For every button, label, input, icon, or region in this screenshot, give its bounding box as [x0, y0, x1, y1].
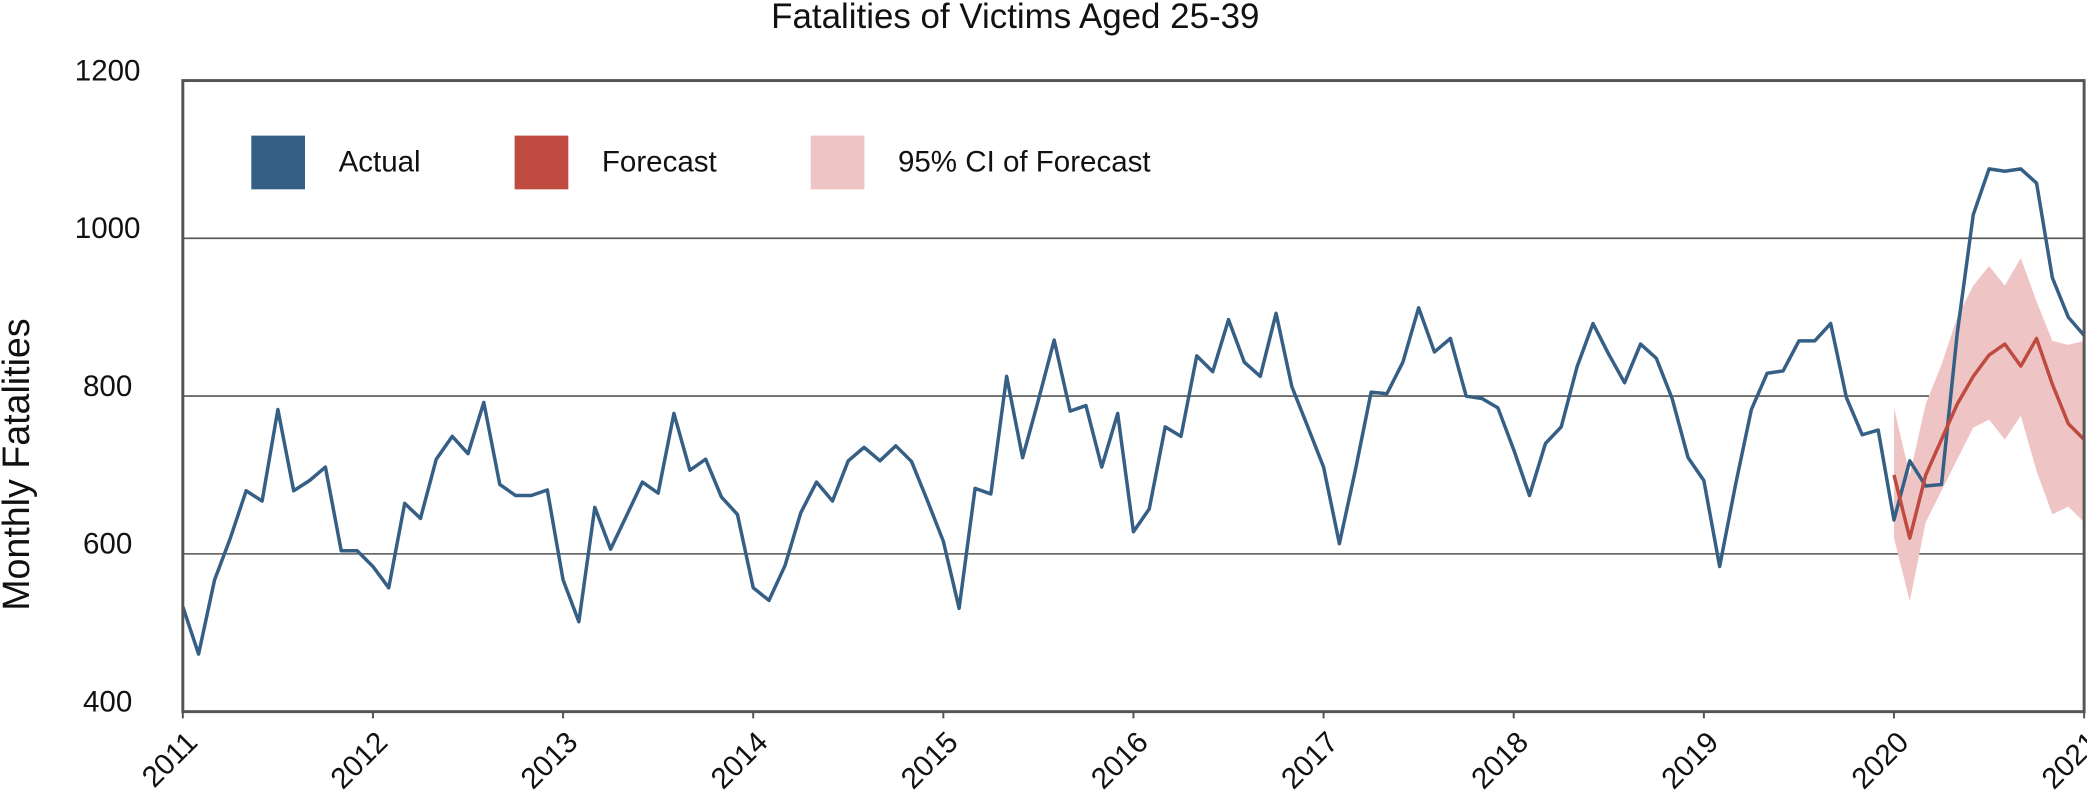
x-tick-label: 2017 [1275, 726, 1345, 796]
legend-label: Actual [339, 146, 421, 179]
y-tick-label: 1200 [75, 54, 141, 87]
x-tick-label: 2021 [2036, 726, 2087, 796]
x-tick-label: 2015 [895, 726, 965, 796]
legend-swatch [251, 135, 306, 190]
legend-label: 95% CI of Forecast [898, 146, 1151, 179]
y-tick-label: 400 [83, 685, 132, 718]
x-tick-label: 2020 [1845, 726, 1915, 796]
x-tick-label: 2011 [136, 726, 204, 794]
chart-title: Fatalities of Victims Aged 25-39 [771, 0, 1259, 36]
legend-swatch [514, 135, 569, 190]
y-tick-label: 800 [83, 370, 132, 403]
x-tick-label: 2016 [1085, 726, 1155, 796]
x-tick-label: 2018 [1465, 726, 1535, 796]
data-line [181, 167, 2086, 656]
y-tick-label: 600 [83, 528, 132, 561]
plot-frame [181, 79, 2086, 714]
x-tick-label: 2019 [1655, 726, 1725, 796]
y-tick-label: 1000 [75, 212, 141, 245]
legend: Actual Forecast 95% CI of Forecast [251, 135, 1151, 190]
ci-band [1893, 258, 2085, 602]
legend-swatch [810, 135, 865, 190]
x-tick-label: 2014 [705, 726, 775, 796]
y-axis-label: Monthly Fatalities [0, 318, 37, 610]
legend-label: Forecast [602, 146, 717, 179]
x-tick-label: 2013 [515, 726, 585, 796]
x-tick-label: 2012 [324, 726, 394, 796]
data-line [1892, 336, 2086, 540]
